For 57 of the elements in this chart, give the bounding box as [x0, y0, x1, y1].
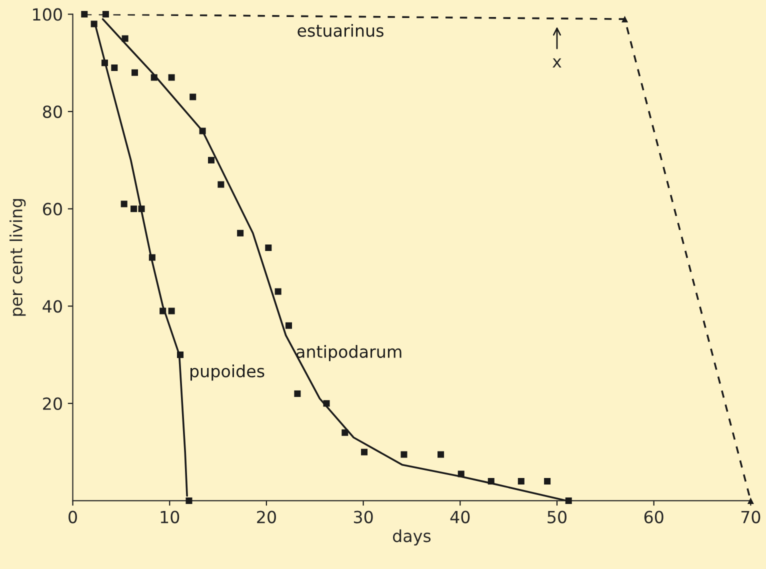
x-tick-label: 50 [548, 510, 566, 524]
point [186, 497, 192, 504]
y-tick-label: 80 [42, 105, 62, 118]
point [237, 230, 244, 236]
point [274, 288, 282, 295]
point [168, 74, 175, 81]
point [122, 35, 128, 42]
point [101, 60, 108, 66]
point [81, 10, 88, 18]
y-tick-label: 20 [43, 397, 62, 410]
point [190, 94, 196, 100]
point [218, 181, 224, 188]
series-label: antipodarum [296, 345, 402, 362]
point [90, 20, 98, 28]
point [565, 497, 572, 504]
x-tick-label: 30 [354, 510, 373, 524]
point [168, 308, 175, 314]
point [199, 128, 206, 134]
series-label: estuarinus [298, 24, 384, 37]
point [622, 16, 628, 22]
x-tick-label: 20 [257, 510, 276, 524]
point [544, 478, 551, 485]
point [130, 206, 138, 212]
point [111, 64, 118, 71]
y-axis-title: per cent living [10, 199, 26, 316]
y-tick-label: 100 [33, 8, 62, 21]
point [747, 497, 754, 504]
point [323, 400, 330, 407]
point [518, 478, 524, 485]
point [488, 478, 494, 485]
point [265, 244, 272, 251]
y-tick-label: 60 [43, 202, 62, 216]
point [361, 448, 368, 456]
x-tick-label: 0 [68, 510, 77, 524]
x-tick-label: 60 [644, 510, 664, 524]
point [458, 470, 464, 478]
point [400, 451, 408, 458]
x-tick-label: 70 [741, 510, 760, 524]
point [160, 308, 166, 314]
point [177, 352, 184, 358]
point [131, 69, 138, 76]
point [285, 322, 292, 329]
point [138, 206, 145, 212]
series-label: pupoides [190, 364, 264, 381]
x-tick-label: 10 [160, 510, 180, 524]
point [150, 74, 158, 81]
annotation: x [552, 58, 562, 68]
point [438, 451, 444, 458]
x-axis-title: days [392, 529, 431, 546]
point [148, 254, 156, 261]
x-tick-label: 40 [450, 510, 470, 524]
point [342, 429, 348, 436]
point [208, 156, 215, 164]
y-tick-label: 40 [42, 300, 62, 313]
point [120, 200, 128, 208]
point [102, 10, 109, 18]
point [294, 390, 301, 397]
